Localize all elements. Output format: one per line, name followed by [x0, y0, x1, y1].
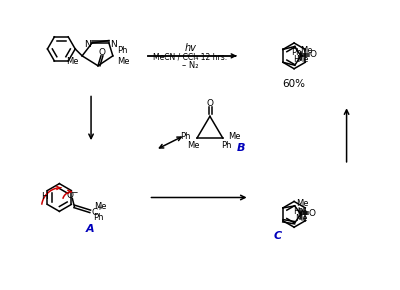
Text: N: N	[110, 41, 117, 50]
Text: C: C	[91, 208, 97, 217]
Text: Ph: Ph	[118, 46, 128, 55]
Text: Ph: Ph	[93, 213, 103, 222]
Text: B: B	[236, 143, 245, 153]
Text: H: H	[293, 207, 299, 216]
Text: Me: Me	[66, 57, 78, 66]
Text: Ph: Ph	[222, 142, 232, 151]
Text: Me: Me	[296, 200, 309, 209]
Text: N: N	[84, 41, 90, 50]
Text: 60%: 60%	[282, 79, 306, 88]
Text: MeCN / CCl₄ 12 hrs.: MeCN / CCl₄ 12 hrs.	[153, 52, 227, 61]
Text: O: O	[206, 99, 214, 108]
Text: Me: Me	[228, 132, 241, 141]
Text: Me: Me	[296, 55, 309, 64]
Text: H: H	[41, 192, 48, 201]
Text: C: C	[273, 231, 281, 241]
Text: O: O	[308, 209, 315, 218]
Text: −: −	[71, 188, 78, 197]
Text: hv: hv	[184, 43, 196, 53]
Text: O: O	[309, 50, 316, 59]
Text: Me: Me	[296, 214, 308, 223]
Text: Ph: Ph	[298, 208, 308, 217]
Text: Ph: Ph	[292, 48, 302, 57]
Text: +: +	[96, 205, 102, 211]
Text: Ph: Ph	[180, 132, 190, 141]
Text: A: A	[86, 224, 94, 234]
Text: Me: Me	[94, 202, 106, 211]
Text: Me: Me	[118, 57, 130, 66]
Text: O: O	[98, 48, 106, 57]
Text: Me: Me	[187, 142, 199, 151]
Text: – N₂: – N₂	[182, 61, 198, 70]
Text: O: O	[67, 191, 74, 200]
Text: Me: Me	[300, 46, 313, 55]
Text: H: H	[293, 55, 299, 64]
